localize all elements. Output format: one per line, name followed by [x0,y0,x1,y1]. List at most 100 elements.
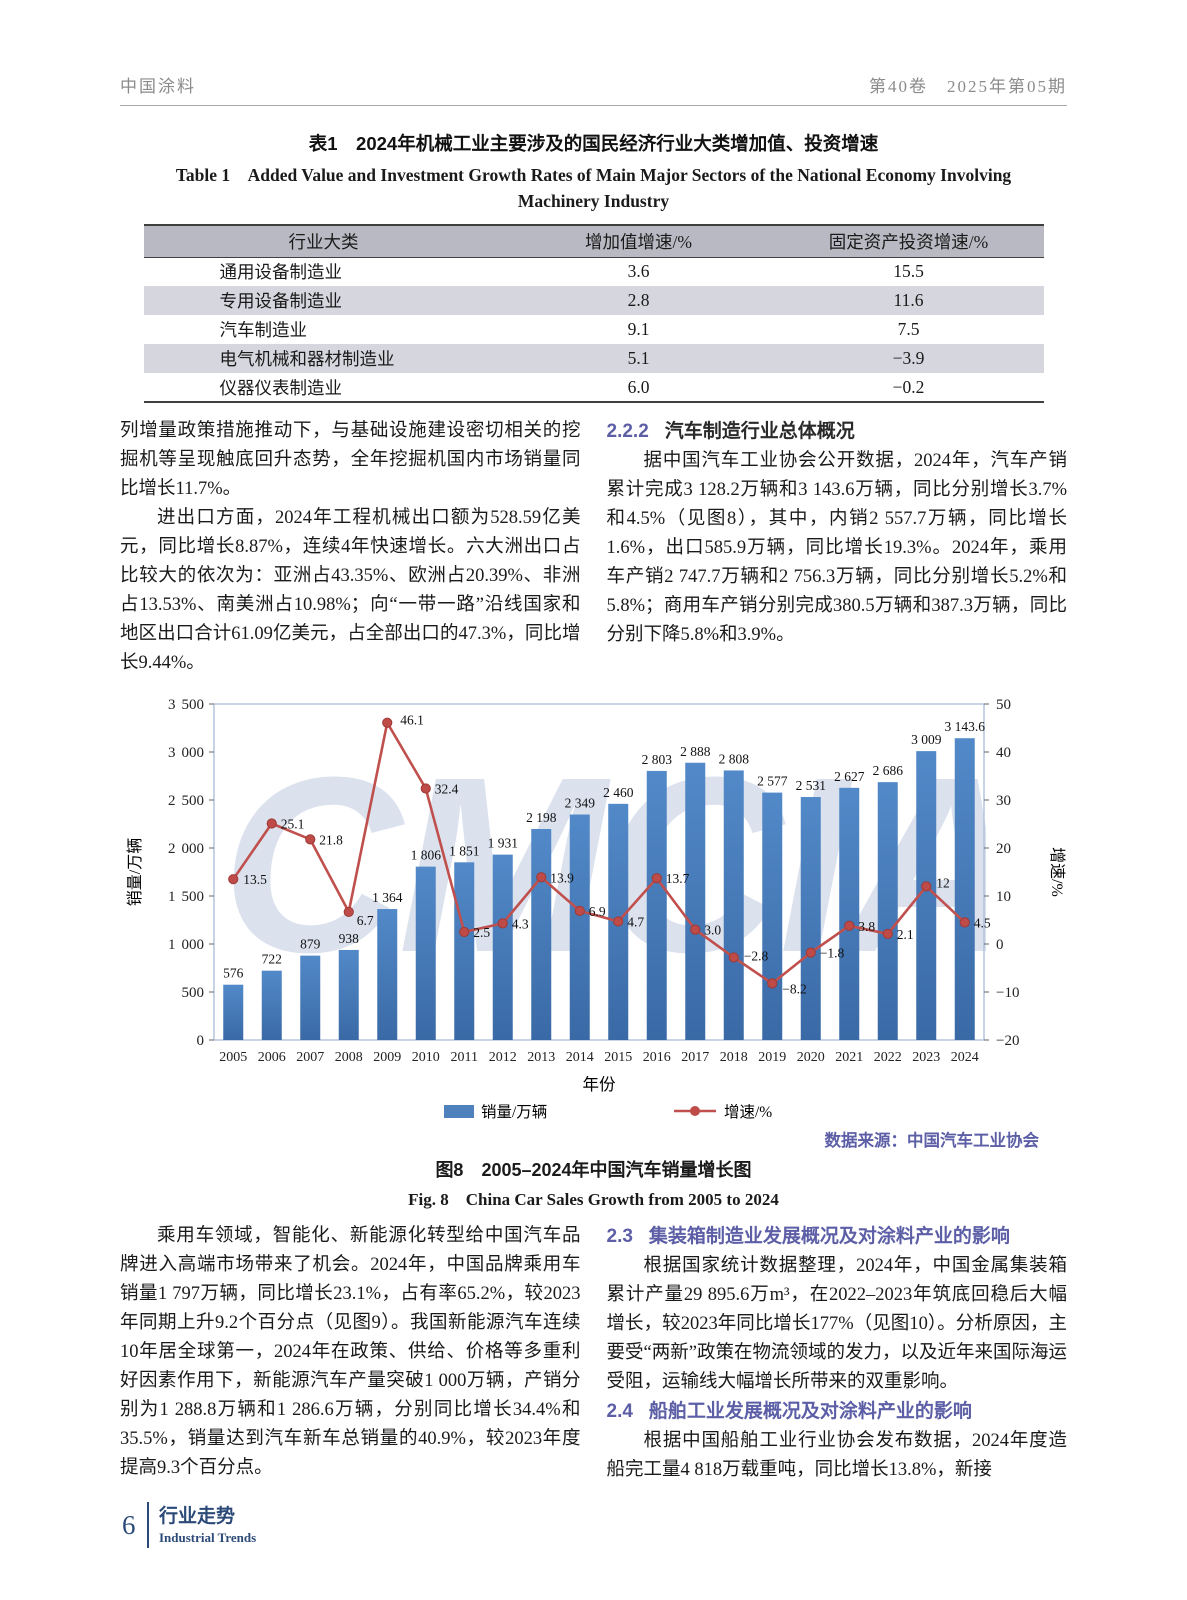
left-axis-title: 销量/万辆 [126,838,144,906]
table-cell: 电气机械和器材制造业 [219,349,395,369]
svg-text:2011: 2011 [450,1050,477,1065]
bar [338,949,359,1040]
svg-text:2023: 2023 [912,1050,940,1065]
paragraph: 根据中国船舶工业行业协会发布数据，2024年度造船完工量4 818万载重吨，同比… [606,1431,1068,1480]
table1-col-sector: 行业大类 [143,225,504,258]
figure8-caption-zh: 图8 2005–2024年中国汽车销量增长图 [435,1160,752,1180]
line-marker [458,926,469,938]
svg-text:2 460: 2 460 [603,785,634,800]
svg-text:6.9: 6.9 [588,904,605,919]
svg-text:1 931: 1 931 [487,836,517,851]
line-marker [843,920,854,931]
svg-text:879: 879 [300,937,321,952]
svg-text:3 000: 3 000 [167,745,203,761]
svg-text:13.5: 13.5 [243,872,267,887]
svg-text:32.4: 32.4 [434,781,458,796]
svg-text:2015: 2015 [604,1050,632,1065]
table-cell: 9.1 [627,319,650,339]
table-row: 汽车制造业 9.1 7.5 [144,315,1044,344]
svg-text:2022: 2022 [873,1050,901,1065]
svg-text:0: 0 [996,937,1004,953]
bar [299,955,320,1040]
table-cell: 通用设备制造业 [219,262,343,283]
legend-bar-swatch [443,1105,474,1118]
right-axis-title: 增速/% [1048,847,1066,897]
lower-right-column: 2.3 集装箱制造业发展概况及对涂料产业的影响 根据国家统计数据整理，2024年，… [607,1222,1068,1485]
bar [222,984,243,1040]
line-marker [420,783,431,794]
svg-text:2 349: 2 349 [564,795,595,810]
line-marker [689,924,700,935]
table1-title-en: Table 1 Added Value and Investment Growt… [175,165,1012,211]
bar [415,866,436,1040]
table-cell: 3.6 [627,261,650,282]
svg-text:10: 10 [996,889,1011,905]
line-marker [497,918,508,929]
svg-text:2 198: 2 198 [526,810,557,825]
paragraph: 乘用车领域，智能化、新能源化转型给中国汽车品牌进入高端市场带来了机会。2024年… [120,1226,581,1478]
svg-text:3 009: 3 009 [911,732,942,747]
svg-text:−20: −20 [996,1033,1019,1049]
bar [954,738,975,1040]
svg-text:2 577: 2 577 [757,774,788,789]
svg-text:12: 12 [936,875,950,890]
svg-text:46.1: 46.1 [400,713,424,728]
table-row: 仪器仪表制造业 6.0 −0.2 [144,373,1044,402]
svg-text:1 000: 1 000 [167,937,203,953]
table-row: 专用设备制造业 2.8 11.6 [143,286,1044,315]
upper-text-columns: 列增量政策措施推动下，与基础设施建设密切相关的挖掘机等呈现触底回升态势，全年挖掘… [120,417,1067,678]
line-marker [381,717,392,728]
svg-text:2014: 2014 [565,1050,593,1065]
svg-text:2009: 2009 [373,1050,401,1065]
svg-text:2020: 2020 [796,1050,824,1065]
svg-text:2019: 2019 [758,1050,786,1065]
line-marker [304,834,315,845]
bar-labels: 576 722 879 938 1 364 1 806 1 851 1 931 2 198 2 3… [223,719,985,980]
svg-text:2024: 2024 [950,1050,978,1065]
line-marker [574,905,585,916]
line-labels: 13.5 25.1 21.8 6.7 46.1 32.4 2.5 4.3 13.9 6.9 4.7 1… [243,713,991,997]
sales-bars [222,738,975,1040]
svg-text:13.7: 13.7 [665,871,689,886]
svg-text:2008: 2008 [334,1050,362,1065]
svg-text:2016: 2016 [642,1050,670,1065]
svg-text:4.3: 4.3 [511,916,528,931]
svg-text:4.5: 4.5 [973,915,990,930]
line-marker [882,928,893,940]
footer-divider [146,1502,149,1548]
line-marker [612,916,623,927]
upper-right-column: 2.2.2 汽车制造行业总体概况 据中国汽车工业协会公开数据，2024年，汽车产销… [607,417,1068,678]
table-row: 通用设备制造业 3.6 15.5 [144,257,1044,286]
bar [723,770,744,1040]
table-cell: 7.5 [897,319,920,339]
svg-text:2 888: 2 888 [680,744,711,759]
line-marker [651,873,662,884]
table-cell: 11.6 [893,290,924,310]
svg-text:−8.2: −8.2 [782,981,807,996]
line-marker [728,952,739,963]
svg-text:6.7: 6.7 [356,913,373,928]
line-marker [766,978,777,989]
svg-text:2 627: 2 627 [834,769,865,784]
svg-text:20: 20 [996,841,1011,857]
svg-text:2.1: 2.1 [896,927,913,942]
svg-text:2018: 2018 [719,1050,747,1065]
section-heading-2-2-2: 2.2.2 汽车制造行业总体概况 [607,417,1068,447]
svg-text:4.7: 4.7 [627,914,644,929]
svg-text:938: 938 [338,931,359,946]
svg-text:2 808: 2 808 [718,751,749,766]
bar [569,814,590,1040]
table-cell: 6.0 [627,376,650,397]
svg-text:1 851: 1 851 [449,843,479,858]
svg-text:3 143.6: 3 143.6 [944,719,985,734]
paragraph: 列增量政策措施推动下，与基础设施建设密切相关的挖掘机等呈现触底回升态势，全年挖掘… [120,421,581,499]
svg-text:2021: 2021 [835,1050,863,1065]
svg-text:2010: 2010 [411,1050,439,1065]
issue-info: 第40卷 2025年第05期 [869,77,1067,96]
table1-col-investment: 固定资产投资增速/% [773,225,1044,258]
legend-bar-label: 销量/万辆 [481,1103,547,1121]
section-number: 2.4 [606,1401,633,1422]
bar [684,762,705,1040]
